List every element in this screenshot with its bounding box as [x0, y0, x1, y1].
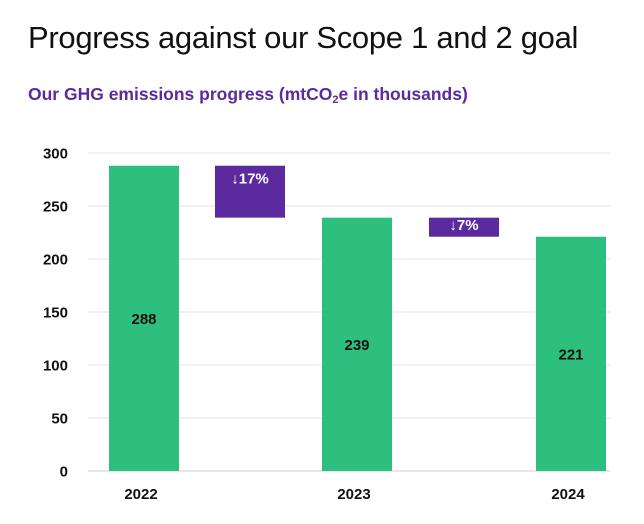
- y-axis: 0 50 100 150 200 250 300: [43, 146, 68, 481]
- data-label-2023: 239: [344, 337, 369, 354]
- data-label-2022: 288: [131, 311, 156, 328]
- y-tick-label: 250: [43, 199, 68, 216]
- x-axis: 2022 2023 2024: [124, 486, 585, 503]
- chart-subtitle-suffix: e in thousands): [338, 84, 468, 104]
- change-box: [429, 217, 499, 237]
- y-tick-label: 0: [60, 464, 68, 481]
- bar-2023: [322, 217, 392, 471]
- change-label: ↓7%: [449, 217, 478, 234]
- chart-subtitle: Our GHG emissions progress (mtCO2e in th…: [28, 84, 468, 106]
- x-tick-label-2022: 2022: [124, 486, 157, 503]
- chart-subtitle-prefix: Our GHG emissions progress (mtCO: [28, 84, 333, 104]
- y-tick-label: 100: [43, 358, 68, 375]
- chart-subtitle-subscript: 2: [332, 94, 339, 106]
- x-tick-label-2024: 2024: [551, 486, 585, 503]
- y-tick-label: 50: [51, 411, 68, 428]
- change-layer: ↓17% ↓7%: [215, 165, 499, 237]
- bar-2024: [536, 236, 606, 471]
- change-box: [215, 165, 285, 218]
- y-tick-label: 300: [43, 146, 68, 163]
- x-tick-label-2023: 2023: [337, 486, 370, 503]
- y-tick-label: 150: [43, 305, 68, 322]
- data-label-2024: 221: [558, 346, 583, 363]
- change-label: ↓17%: [231, 171, 269, 188]
- bar-2022: [109, 165, 179, 471]
- bar-layer: 288 239 221: [109, 165, 606, 471]
- page-title: Progress against our Scope 1 and 2 goal: [28, 20, 579, 55]
- y-tick-label: 200: [43, 252, 68, 269]
